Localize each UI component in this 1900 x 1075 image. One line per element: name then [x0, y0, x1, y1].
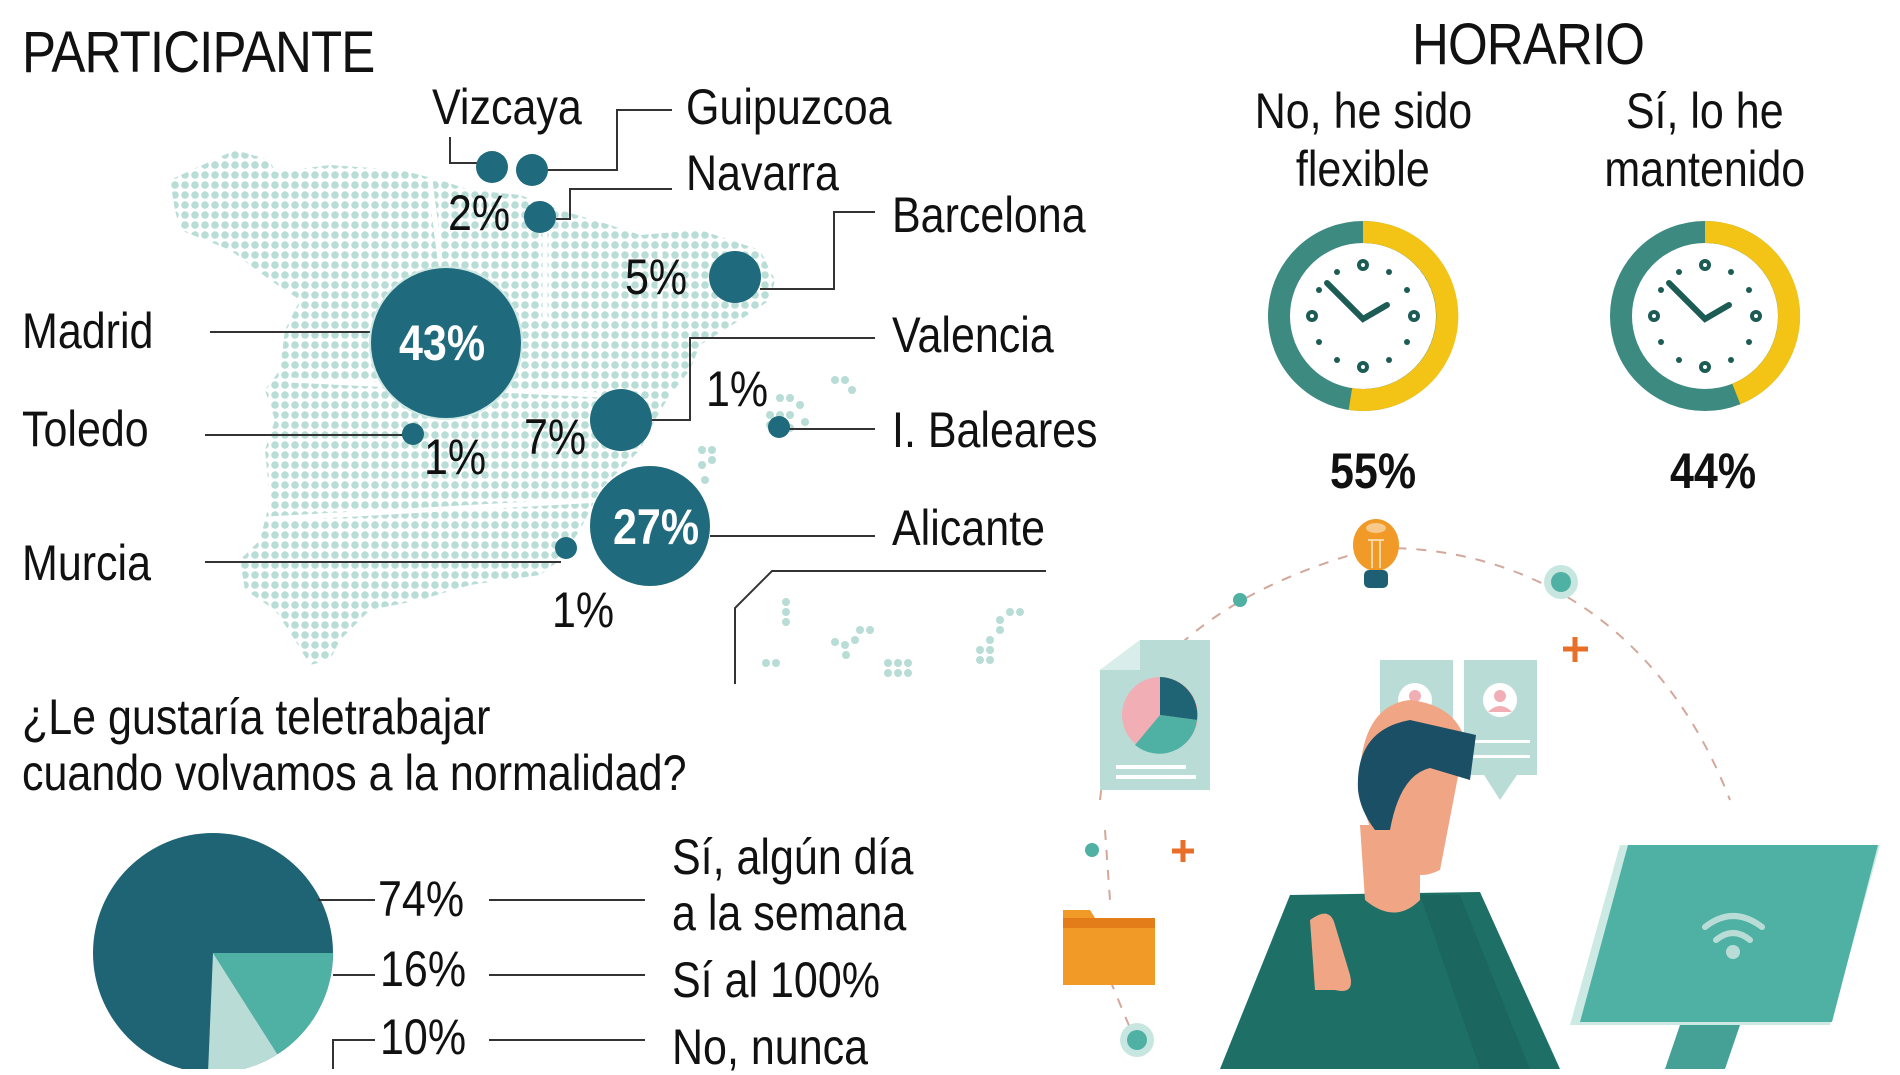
region-label-madrid: Madrid — [22, 303, 154, 359]
horario-option-flexible-line1: No, he sido — [1254, 83, 1472, 139]
canarias-dots — [762, 598, 1024, 677]
person-figure — [1220, 700, 1560, 1069]
region-value-baleares: 1% — [706, 361, 769, 417]
horario-option-mantenido-line1: Sí, lo he — [1626, 83, 1784, 139]
pie-label-74-line1: Sí, algún día — [672, 829, 914, 885]
bubble-vizcaya — [476, 151, 508, 183]
profile-card-icon — [1464, 660, 1537, 800]
pie-label-16: Sí al 100% — [672, 952, 880, 1008]
bubble-toledo — [402, 423, 424, 445]
bubble-navarra — [524, 201, 556, 233]
folder-icon — [1063, 910, 1155, 985]
pie-value-74: 74% — [378, 871, 465, 927]
bubble-alicante — [590, 466, 710, 586]
pie-slice-10 — [208, 953, 278, 1069]
bubble-barcelona — [709, 251, 761, 303]
bubble-valencia — [590, 389, 652, 451]
canarias-frame-line — [734, 570, 1046, 684]
pie-value-10: 10% — [380, 1009, 467, 1065]
horario-option-mantenido-label: Sí, lo he mantenido — [1555, 86, 1855, 194]
pie-label-74-line2: a la semana — [672, 885, 907, 941]
region-label-vizcaya: Vizcaya — [432, 79, 582, 135]
participante-title: PARTICIPANTE — [22, 20, 375, 85]
bubble-madrid — [369, 266, 523, 420]
clock-flexible — [1268, 220, 1459, 411]
bubble-guipuzcoa — [516, 154, 548, 186]
region-label-barcelona: Barcelona — [892, 187, 1086, 243]
horario-value-mantenido: 44% — [1670, 443, 1757, 499]
bubble-baleares — [768, 416, 790, 438]
region-value-toledo: 1% — [424, 429, 487, 485]
region-value-alicante: 27% — [613, 499, 700, 555]
region-value-madrid: 43% — [399, 315, 486, 371]
node-dot — [1233, 593, 1247, 607]
horario-option-flexible-line2: flexible — [1296, 141, 1430, 197]
pie-label-10: No, nunca — [672, 1019, 869, 1075]
basque-navarra-percent: 2% — [448, 185, 511, 241]
wifi-icon — [1702, 913, 1765, 943]
remote-worker-illustration — [1063, 519, 1880, 1069]
region-label-valencia: Valencia — [892, 307, 1054, 363]
clock-mantenido — [1610, 220, 1801, 411]
region-value-barcelona: 5% — [625, 249, 688, 305]
report-document-icon — [1100, 640, 1210, 790]
region-label-alicante: Alicante — [892, 500, 1045, 556]
horario-title: HORARIO — [1412, 12, 1645, 77]
bubble-murcia — [555, 537, 577, 559]
teletrabajo-pie-chart — [93, 833, 334, 1069]
plus-icon — [1172, 637, 1588, 862]
leader-lines — [205, 109, 875, 563]
horario-option-flexible-label: No, he sido flexible — [1213, 86, 1513, 194]
question-line-2: cuando volvamos a la normalidad? — [22, 745, 687, 801]
monitor-icon — [1570, 845, 1880, 1069]
region-value-murcia: 1% — [552, 582, 615, 638]
lightbulb-icon — [1353, 519, 1399, 588]
horario-value-flexible: 55% — [1330, 443, 1417, 499]
region-label-baleares: I. Baleares — [892, 402, 1098, 458]
region-label-murcia: Murcia — [22, 535, 152, 591]
pie-leader-lines — [318, 899, 645, 1069]
pie-value-16: 16% — [380, 941, 467, 997]
horario-option-mantenido-line2: mantenido — [1604, 141, 1806, 197]
question-line-1: ¿Le gustaría teletrabajar — [22, 689, 491, 745]
region-label-guipuzcoa: Guipuzcoa — [686, 79, 892, 135]
region-label-navarra: Navarra — [686, 145, 839, 201]
pie-slice-16 — [213, 953, 334, 1055]
region-label-toledo: Toledo — [22, 401, 149, 457]
region-value-valencia: 7% — [524, 409, 587, 465]
region-bubbles — [369, 151, 790, 586]
